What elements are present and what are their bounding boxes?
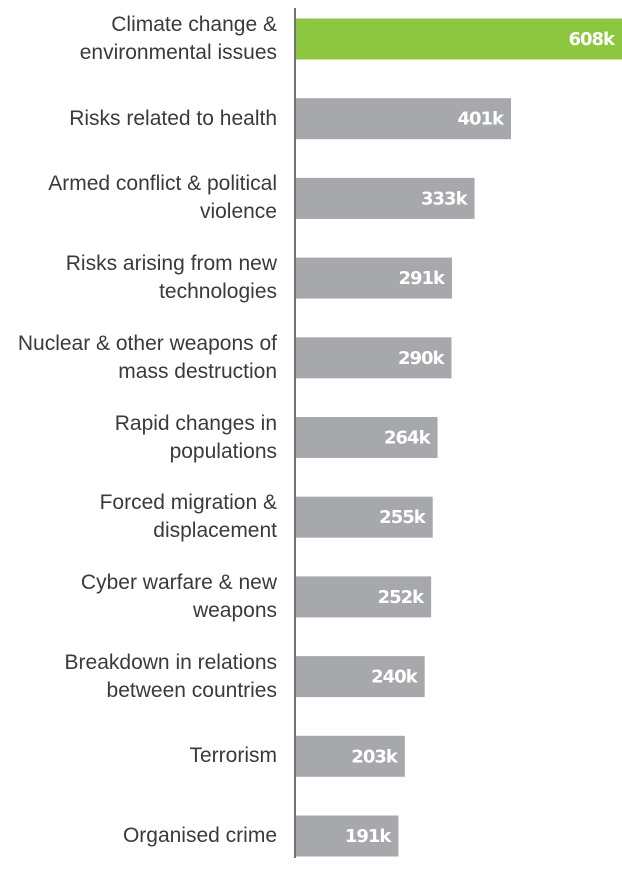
- category-label: Organised crime: [0, 796, 277, 876]
- value-label: 608k: [568, 29, 616, 50]
- category-label: Terrorism: [0, 716, 278, 796]
- category-label: Breakdown in relations between countries: [0, 637, 277, 717]
- category-label: Risks arising from new technologies: [0, 238, 277, 318]
- category-label: Rapid changes in populations: [0, 398, 277, 478]
- value-label: 290k: [398, 348, 446, 369]
- bar: [296, 177, 475, 219]
- bar: [296, 98, 512, 140]
- bar: [296, 417, 438, 458]
- category-text: Risks arising from new technologies: [65, 252, 277, 304]
- category-text: Nuclear & other weapons of mass destruct…: [17, 331, 277, 383]
- category-label: Armed conflict & political violence: [0, 158, 277, 238]
- category-label: Risks related to health: [0, 79, 277, 159]
- value-label: 252k: [378, 587, 426, 608]
- category-label: Forced migration & displacement: [0, 477, 277, 557]
- category-text: Climate change & environmental issues: [79, 13, 277, 64]
- value-label: 191k: [345, 826, 393, 847]
- value-label: 264k: [384, 428, 432, 449]
- bar: [296, 257, 453, 299]
- value-label: 333k: [421, 188, 469, 209]
- category-text: Terrorism: [189, 744, 278, 768]
- category-text: Organised crime: [122, 824, 277, 847]
- page: {"chart_data": {"type": "bar", "orientat…: [0, 0, 622, 858]
- bar: [296, 735, 405, 777]
- bar: [296, 18, 622, 60]
- category-text: Armed conflict & political violence: [48, 172, 277, 224]
- value-label: 255k: [379, 507, 427, 528]
- category-label: Nuclear & other weapons of mass destruct…: [0, 318, 277, 398]
- value-label: 401k: [457, 109, 505, 130]
- bar: [296, 656, 425, 698]
- bar: [296, 496, 433, 538]
- category-text: Forced migration & displacement: [99, 491, 277, 543]
- category-label: Cyber warfare & new weapons: [0, 557, 277, 637]
- bar: [296, 576, 432, 618]
- value-label: 291k: [398, 268, 446, 289]
- category-label: Climate change & environmental issues: [0, 0, 277, 79]
- value-label: 240k: [371, 667, 419, 688]
- category-text: Risks related to health: [69, 106, 277, 130]
- bar: [296, 337, 452, 379]
- category-text: Breakdown in relations between countries: [64, 650, 277, 702]
- category-text: Rapid changes in populations: [114, 411, 277, 463]
- value-label: 203k: [351, 746, 399, 767]
- chart: 608k 401k 333k 291k 290k 264k 255k 252k 240k 203k…: [294, 8, 622, 858]
- bar: [296, 815, 399, 857]
- category-text: Cyber warfare & new weapons: [80, 570, 277, 622]
